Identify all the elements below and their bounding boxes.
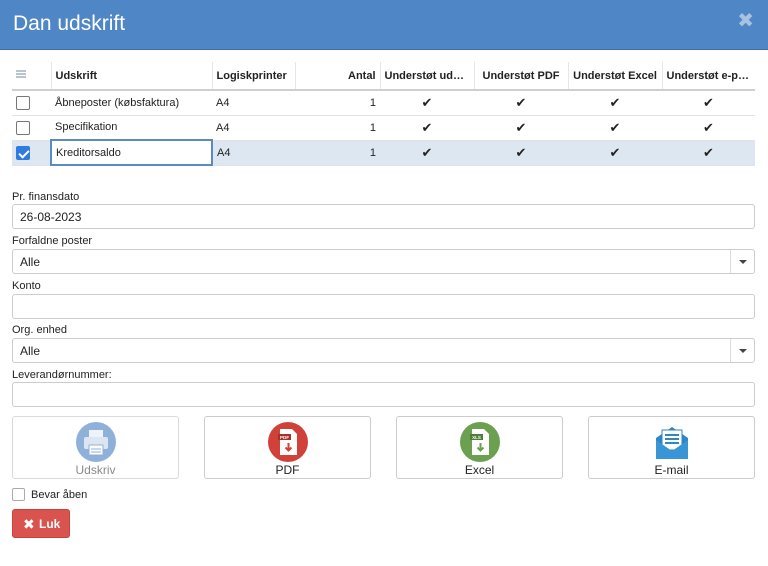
- bevar-aaben-checkbox[interactable]: [12, 488, 25, 502]
- check-icon: ✔: [662, 115, 755, 141]
- excel-file-icon: XLS: [460, 422, 500, 462]
- col-understot-udskrift[interactable]: Understøt uds…: [379, 62, 474, 91]
- table-row[interactable]: Kreditorsaldo A4 1 ✔ ✔ ✔ ✔: [12, 139, 755, 166]
- chevron-down-icon[interactable]: [730, 339, 754, 362]
- chevron-down-icon[interactable]: [730, 250, 754, 273]
- check-icon: ✔: [568, 90, 662, 116]
- col-understot-pdf[interactable]: Understøt PDF: [473, 62, 568, 91]
- table-row[interactable]: Åbneposter (købsfaktura) A4 1 ✔ ✔ ✔ ✔: [12, 90, 755, 116]
- col-udskrift[interactable]: Udskrift: [50, 62, 212, 91]
- cell-printer: A4: [212, 140, 295, 166]
- forfaldne-value: Alle: [20, 255, 41, 269]
- check-icon: ✔: [474, 90, 568, 116]
- excel-button[interactable]: XLS Excel: [396, 416, 563, 479]
- table-row[interactable]: Specifikation A4 1 ✔ ✔ ✔ ✔: [12, 115, 755, 141]
- list-icon: [16, 69, 26, 79]
- col-understot-epost[interactable]: Understøt e-post: [661, 62, 755, 91]
- bevar-aaben-label: Bevar åben: [31, 488, 88, 501]
- finansdato-label: Pr. finansdato: [12, 191, 80, 203]
- cell-antal: 1: [295, 90, 380, 116]
- excel-label: Excel: [464, 463, 495, 477]
- cell-antal: 1: [295, 115, 380, 141]
- email-label: E-mail: [654, 463, 689, 477]
- check-icon: ✔: [568, 140, 662, 166]
- col-logiskprinter[interactable]: Logiskprinter: [211, 62, 295, 91]
- forfaldne-label: Forfaldne poster: [12, 235, 93, 247]
- pdf-badge-text: PDF: [280, 435, 289, 440]
- excel-badge-text: XLS: [472, 435, 481, 440]
- col-antal[interactable]: Antal: [294, 62, 380, 91]
- luk-label: Luk: [39, 517, 61, 531]
- grid-select-header[interactable]: [12, 62, 51, 91]
- pdf-file-icon: PDF: [268, 422, 308, 462]
- org-enhed-select[interactable]: Alle: [12, 338, 755, 363]
- org-enhed-label: Org. enhed: [12, 324, 68, 336]
- dialog-header: Dan udskrift ✖: [0, 0, 768, 50]
- cell-udskrift: Åbneposter (købsfaktura): [51, 90, 212, 116]
- udskriv-button[interactable]: Udskriv: [12, 416, 179, 479]
- dialog-title: Dan udskrift: [13, 12, 126, 35]
- check-icon: ✔: [474, 115, 568, 141]
- bevar-aaben-option[interactable]: Bevar åben: [12, 487, 87, 503]
- leverandor-input[interactable]: [12, 382, 755, 407]
- org-enhed-value: Alle: [20, 344, 41, 358]
- cell-udskrift-editing[interactable]: Kreditorsaldo: [50, 139, 213, 166]
- row-checkbox[interactable]: [16, 120, 30, 135]
- row-checkbox[interactable]: [16, 145, 30, 160]
- pdf-label: PDF: [275, 463, 300, 477]
- check-icon: ✔: [380, 90, 474, 116]
- row-checkbox[interactable]: [16, 95, 30, 110]
- check-icon: ✔: [662, 90, 755, 116]
- cell-udskrift: Specifikation: [51, 115, 212, 141]
- check-icon: ✔: [380, 115, 474, 141]
- konto-label: Konto: [12, 280, 41, 292]
- cell-printer: A4: [212, 90, 295, 116]
- cell-printer: A4: [212, 115, 295, 141]
- check-icon: ✔: [380, 140, 474, 166]
- check-icon: ✔: [662, 140, 755, 166]
- email-button[interactable]: E-mail: [588, 416, 755, 479]
- printer-icon: [76, 422, 116, 462]
- grid-header-row: Udskrift Logiskprinter Antal Understøt u…: [12, 62, 755, 91]
- close-icon[interactable]: ✖: [737, 10, 754, 32]
- leverandor-label: Leverandørnummer:: [12, 369, 112, 381]
- cell-antal: 1: [295, 140, 380, 166]
- print-grid: Udskrift Logiskprinter Antal Understøt u…: [12, 62, 755, 166]
- close-icon: ✖: [23, 516, 35, 532]
- pdf-button[interactable]: PDF PDF: [204, 416, 371, 479]
- forfaldne-select[interactable]: Alle: [12, 249, 755, 274]
- finansdato-input[interactable]: 26-08-2023: [12, 204, 755, 229]
- udskriv-label: Udskriv: [75, 463, 116, 477]
- konto-input[interactable]: [12, 294, 755, 319]
- col-understot-excel[interactable]: Understøt Excel: [567, 62, 662, 91]
- luk-button[interactable]: ✖ Luk: [12, 509, 70, 538]
- check-icon: ✔: [474, 140, 568, 166]
- check-icon: ✔: [568, 115, 662, 141]
- envelope-icon: [656, 427, 688, 459]
